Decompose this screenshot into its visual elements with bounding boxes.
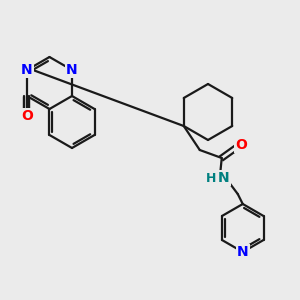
Text: H: H: [206, 172, 216, 184]
Text: N: N: [21, 63, 33, 77]
Text: O: O: [235, 138, 247, 152]
Text: O: O: [21, 109, 33, 123]
Text: N: N: [66, 63, 78, 77]
Text: N: N: [218, 171, 230, 185]
Text: N: N: [237, 245, 249, 259]
